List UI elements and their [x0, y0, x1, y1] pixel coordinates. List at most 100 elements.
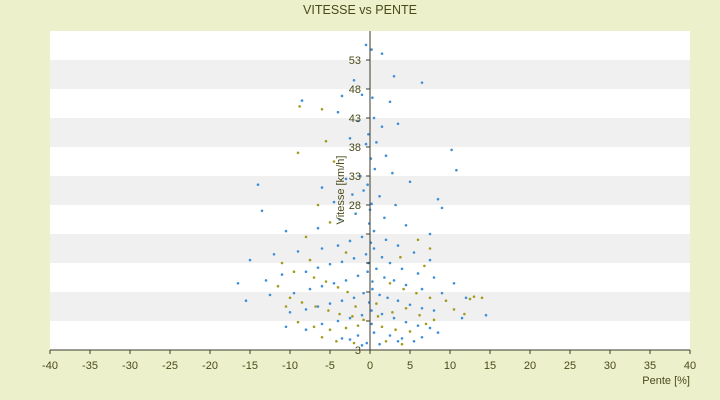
data-point-series-1	[320, 247, 324, 250]
x-tick-label: 20	[524, 360, 536, 372]
data-point-series-1	[348, 239, 352, 243]
data-point-series-2	[424, 322, 428, 326]
data-point-series-2	[480, 296, 484, 300]
data-point-series-1	[432, 276, 436, 279]
y-tick-label: 33	[349, 171, 361, 183]
x-axis-label: Pente [%]	[642, 375, 690, 387]
data-point-series-2	[362, 318, 365, 322]
x-tick-label: -40	[42, 360, 58, 372]
data-point-series-1	[360, 344, 364, 347]
data-point-series-1	[384, 238, 388, 242]
data-point-series-2	[399, 255, 402, 259]
data-point-series-1	[380, 125, 384, 128]
y-tick-label: 43	[349, 113, 361, 125]
data-point-series-1	[280, 273, 284, 276]
data-point-series-1	[340, 94, 344, 98]
x-tick-label: 25	[564, 360, 576, 372]
data-point-series-1	[288, 311, 292, 314]
data-point-series-1	[292, 291, 296, 295]
data-point-series-1	[384, 154, 388, 157]
data-point-series-1	[338, 218, 341, 221]
y-ticks: 3 28 33 38 43 48 53	[349, 55, 370, 357]
data-point-series-2	[276, 284, 280, 288]
data-point-series-1	[412, 251, 416, 254]
data-point-series-1	[360, 93, 364, 97]
data-point-series-1	[316, 266, 320, 269]
data-point-series-1	[362, 291, 365, 295]
data-point-series-1	[244, 299, 248, 303]
data-point-series-1	[373, 167, 377, 171]
data-point-series-1	[378, 195, 381, 198]
data-point-series-2	[418, 313, 421, 317]
data-point-series-1	[344, 177, 348, 181]
data-point-series-1	[404, 224, 408, 227]
data-point-series-2	[352, 341, 356, 345]
x-tick-label: -25	[162, 360, 178, 372]
data-point-series-1	[236, 282, 240, 285]
data-point-series-1	[354, 212, 357, 215]
data-point-series-1	[392, 74, 396, 78]
data-point-series-2	[288, 296, 292, 300]
data-point-series-1	[320, 284, 324, 288]
data-point-series-1	[420, 287, 424, 291]
data-point-series-1	[440, 206, 444, 210]
data-point-series-1	[370, 202, 373, 206]
data-point-series-2	[308, 258, 312, 262]
data-point-series-1	[372, 247, 376, 250]
data-point-series-1	[370, 309, 373, 312]
x-ticks: -40 -35 -30 -25 -20 -15 -10 -5 0 5 10 15 20 25 30 35 40	[42, 350, 696, 372]
data-point-series-1	[383, 216, 386, 220]
y-tick-label: 3	[355, 345, 361, 357]
data-point-series-2	[320, 108, 324, 111]
data-point-series-1	[328, 262, 332, 266]
data-point-series-1	[460, 316, 464, 320]
data-point-series-1	[408, 180, 412, 184]
data-point-series-1	[391, 171, 394, 175]
data-point-series-1	[320, 186, 324, 189]
data-point-series-1	[272, 253, 276, 256]
data-point-series-1	[380, 52, 384, 55]
data-point-series-1	[392, 316, 396, 320]
data-point-series-1	[432, 309, 436, 312]
data-point-series-1	[464, 296, 468, 300]
data-point-series-1	[396, 340, 400, 343]
chart-title: VITESSE vs PENTE	[303, 3, 417, 17]
data-point-series-1	[371, 287, 374, 291]
data-point-series-1	[375, 141, 378, 144]
data-point-series-2	[327, 309, 330, 312]
data-point-series-1	[348, 316, 352, 320]
data-point-series-1	[378, 342, 381, 346]
data-point-series-1	[396, 244, 400, 247]
x-tick-label: 35	[644, 360, 656, 372]
x-tick-label: -10	[282, 360, 298, 372]
data-point-series-2	[432, 318, 436, 322]
data-point-series-1	[316, 226, 320, 230]
data-point-series-2	[324, 280, 328, 283]
data-point-series-1	[420, 306, 424, 310]
data-point-series-1	[484, 313, 488, 317]
data-point-series-1	[416, 324, 420, 327]
data-point-series-1	[396, 299, 400, 303]
data-point-series-1	[360, 235, 364, 239]
data-point-series-1	[371, 96, 374, 99]
data-point-series-2	[332, 160, 336, 163]
data-point-series-2	[312, 325, 316, 329]
data-point-series-1	[392, 279, 396, 282]
data-point-series-1	[308, 287, 312, 291]
data-point-series-2	[298, 105, 301, 108]
data-point-series-1	[356, 274, 360, 278]
data-point-series-1	[344, 279, 348, 282]
data-point-series-1	[356, 334, 360, 337]
y-tick-label: 48	[349, 84, 361, 96]
data-point-series-2	[328, 328, 332, 332]
data-point-series-1	[340, 337, 344, 340]
data-point-series-1	[264, 279, 268, 282]
data-point-series-2	[391, 311, 394, 314]
data-point-series-2	[428, 296, 432, 300]
data-point-series-1	[360, 313, 364, 317]
data-point-series-2	[336, 286, 340, 289]
data-point-series-1	[452, 282, 456, 285]
data-point-series-2	[452, 308, 456, 311]
data-point-series-1	[300, 99, 304, 102]
